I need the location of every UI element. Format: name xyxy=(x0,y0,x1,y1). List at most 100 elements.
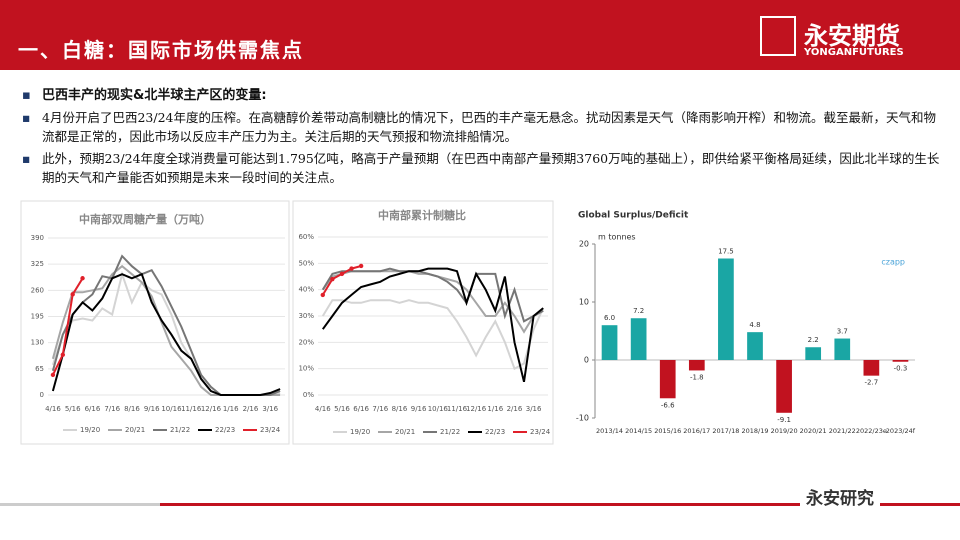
point xyxy=(60,352,66,357)
y-tick-label: 10 xyxy=(579,298,589,307)
y-tick-label: 30% xyxy=(298,312,314,320)
x-tick-label: 6/16 xyxy=(353,405,369,413)
value-label: -6.6 xyxy=(661,401,675,409)
bar xyxy=(805,347,822,360)
legend-label: 20/21 xyxy=(395,428,415,436)
footer-line xyxy=(0,503,160,506)
x-tick-label: 12/16 xyxy=(201,405,222,413)
chart-title: 中南部累计制糖比 xyxy=(378,208,466,222)
legend-label: 22/23 xyxy=(485,428,505,436)
x-tick-label: 1/16 xyxy=(223,405,239,413)
y-tick-label: 20 xyxy=(579,240,589,249)
x-tick-label: 4/16 xyxy=(315,405,331,413)
bar xyxy=(630,318,647,360)
footer-line xyxy=(160,503,960,506)
point xyxy=(80,276,85,281)
x-tick-label: 3/16 xyxy=(262,405,278,413)
x-tick-label: 2022/23e xyxy=(856,427,887,435)
x-tick-label: 2/16 xyxy=(507,405,523,413)
y-tick-label: 60% xyxy=(298,233,314,241)
legend-label: 19/20 xyxy=(350,428,370,436)
value-label: 6.0 xyxy=(604,314,615,322)
x-tick-label: 2013/14 xyxy=(596,427,623,435)
series-line xyxy=(51,272,281,396)
series-line xyxy=(52,277,84,376)
x-tick-label: 11/16 xyxy=(447,405,468,413)
bullet: 4月份开启了巴西23/24年度的压榨。在高糖醇价差带动高制糖比的情况下，巴西的丰… xyxy=(22,108,947,146)
legend-label: 21/22 xyxy=(170,426,190,434)
bar xyxy=(718,258,734,360)
x-tick-label: 10/16 xyxy=(161,405,182,413)
point xyxy=(70,292,75,297)
series-line xyxy=(321,267,544,323)
x-tick-label: 6/16 xyxy=(85,405,101,413)
x-tick-label: 2019/20 xyxy=(771,427,798,435)
source-logo: czapp xyxy=(881,258,905,267)
series-line xyxy=(51,264,281,396)
x-tick-label: 5/16 xyxy=(65,405,81,413)
logo: 永安期货 YONGANFUTURES xyxy=(760,14,920,62)
y-tick-label: 50% xyxy=(298,259,314,267)
x-tick-label: 2/16 xyxy=(243,405,259,413)
bar xyxy=(892,360,909,362)
x-tick-label: 7/16 xyxy=(372,405,388,413)
x-tick-label: 8/16 xyxy=(392,405,408,413)
x-tick-label: 9/16 xyxy=(411,405,427,413)
value-label: 2.2 xyxy=(808,336,819,344)
value-label: 4.8 xyxy=(749,321,760,329)
x-tick-label: 2021/22 xyxy=(829,427,856,435)
value-label: 7.2 xyxy=(633,307,644,315)
bar xyxy=(659,360,676,399)
value-label: 17.5 xyxy=(718,248,734,256)
chart-frame xyxy=(292,200,554,445)
x-tick-label: 2016/17 xyxy=(683,427,710,435)
series-line xyxy=(321,299,545,371)
chart-title: 中南部双周糖产量（万吨） xyxy=(79,212,211,226)
legend-label: 21/22 xyxy=(440,428,460,436)
x-tick-label: 12/16 xyxy=(466,405,487,413)
y-tick-label: 0 xyxy=(40,391,44,399)
legend-label: 20/21 xyxy=(125,426,145,434)
y-tick-label: -10 xyxy=(576,414,589,423)
point xyxy=(358,263,364,269)
y-tick-label: 20% xyxy=(298,338,314,346)
x-tick-label: 2020/21 xyxy=(800,427,827,435)
point xyxy=(320,292,325,298)
y-tick-label: 260 xyxy=(31,286,44,294)
point xyxy=(330,276,335,282)
y-tick-label: 195 xyxy=(31,313,44,321)
bullet: 此外，预期23/24年度全球消费量可能达到1.795亿吨，略高于产量预期（在巴西… xyxy=(22,149,947,187)
logo-icon xyxy=(760,16,796,56)
x-tick-label: 7/16 xyxy=(104,405,120,413)
y-tick-label: 130 xyxy=(31,339,44,347)
y-tick-label: 325 xyxy=(31,260,44,268)
bar xyxy=(863,360,880,376)
value-label: -1.8 xyxy=(690,373,704,381)
chart: 中南部累计制糖比 0% 10% 20% 30% 40% 50% 60% 4/16 5/16 6/16… xyxy=(292,200,554,445)
value-label: -0.3 xyxy=(894,365,908,373)
bullets: 巴西丰产的现实&北半球主产区的变量: 4月份开启了巴西23/24年度的压榨。在高… xyxy=(22,86,947,190)
legend-label: 23/24 xyxy=(260,426,281,434)
x-tick-label: 5/16 xyxy=(334,405,350,413)
x-tick-label: 2014/15 xyxy=(625,427,652,435)
series-line xyxy=(321,267,544,383)
logo-en: YONGANFUTURES xyxy=(804,47,904,58)
y-tick-label: 0% xyxy=(303,391,314,399)
x-tick-label: 10/16 xyxy=(428,405,449,413)
bar xyxy=(834,338,851,360)
value-label: 3.7 xyxy=(837,328,848,336)
y-tick-label: 65 xyxy=(35,365,44,373)
bar xyxy=(688,360,705,371)
chart: 中南部双周糖产量（万吨） 0 65 130 195 260 325 390 4/16 5/16 6/… xyxy=(20,200,290,445)
chart: Global Surplus/Deficit m tonnes czapp -10 0 1… xyxy=(576,211,916,436)
series-line xyxy=(51,254,281,396)
bar xyxy=(747,332,763,360)
chart-subtitle: m tonnes xyxy=(598,233,636,242)
slide-title: 一、白糖：国际市场供需焦点 xyxy=(18,38,304,62)
x-tick-label: 2015/16 xyxy=(654,427,681,435)
y-tick-label: 10% xyxy=(298,365,314,373)
point xyxy=(339,271,345,277)
y-tick-label: 0 xyxy=(584,356,589,365)
legend-label: 23/24 xyxy=(530,428,551,436)
